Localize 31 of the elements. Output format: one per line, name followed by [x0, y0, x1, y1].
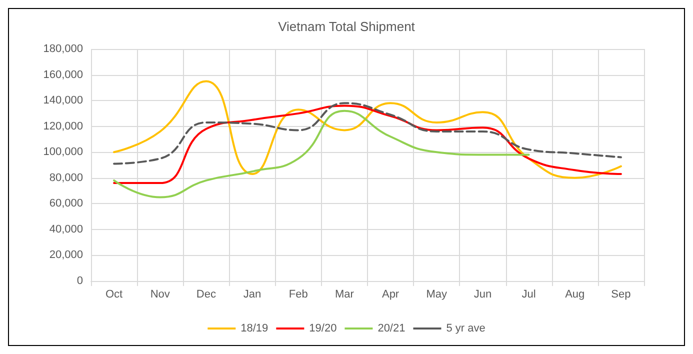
legend-label: 18/19: [240, 322, 268, 334]
x-tick-label: Jan: [243, 288, 262, 300]
x-tick-label: May: [426, 288, 448, 300]
line-series: [113, 104, 622, 184]
legend-label: 5 yr ave: [446, 322, 486, 334]
x-tick-label: Sep: [611, 288, 631, 300]
line-series: [113, 102, 622, 165]
legend-label: 20/21: [378, 322, 406, 334]
y-tick-label: 80,000: [49, 172, 83, 184]
y-tick-label: 0: [76, 275, 83, 287]
y-tick-label: 180,000: [43, 43, 83, 55]
x-tick-label: Apr: [382, 288, 400, 300]
y-tick-label: 20,000: [49, 249, 83, 262]
y-tick-label: 60,000: [49, 198, 83, 210]
x-tick-label: Oct: [105, 288, 123, 300]
x-tick-label: Feb: [288, 288, 308, 300]
y-tick-label: 40,000: [49, 223, 83, 236]
x-tick-label: Nov: [150, 288, 170, 300]
line-series: [113, 80, 622, 179]
y-tick-label: 160,000: [43, 68, 83, 81]
x-tick-label: Dec: [196, 288, 216, 300]
x-tick-label: Jul: [522, 288, 536, 300]
line-series: [113, 110, 530, 198]
y-tick-label: 140,000: [43, 94, 83, 107]
chart-title: Vietnam Total Shipment: [278, 19, 416, 34]
y-tick-label: 100,000: [43, 146, 83, 158]
legend-label: 19/20: [309, 322, 337, 334]
x-tick-label: Jun: [474, 288, 492, 300]
x-tick-label: Aug: [565, 288, 585, 300]
x-tick-label: Mar: [334, 288, 354, 300]
y-tick-label: 120,000: [43, 120, 83, 132]
